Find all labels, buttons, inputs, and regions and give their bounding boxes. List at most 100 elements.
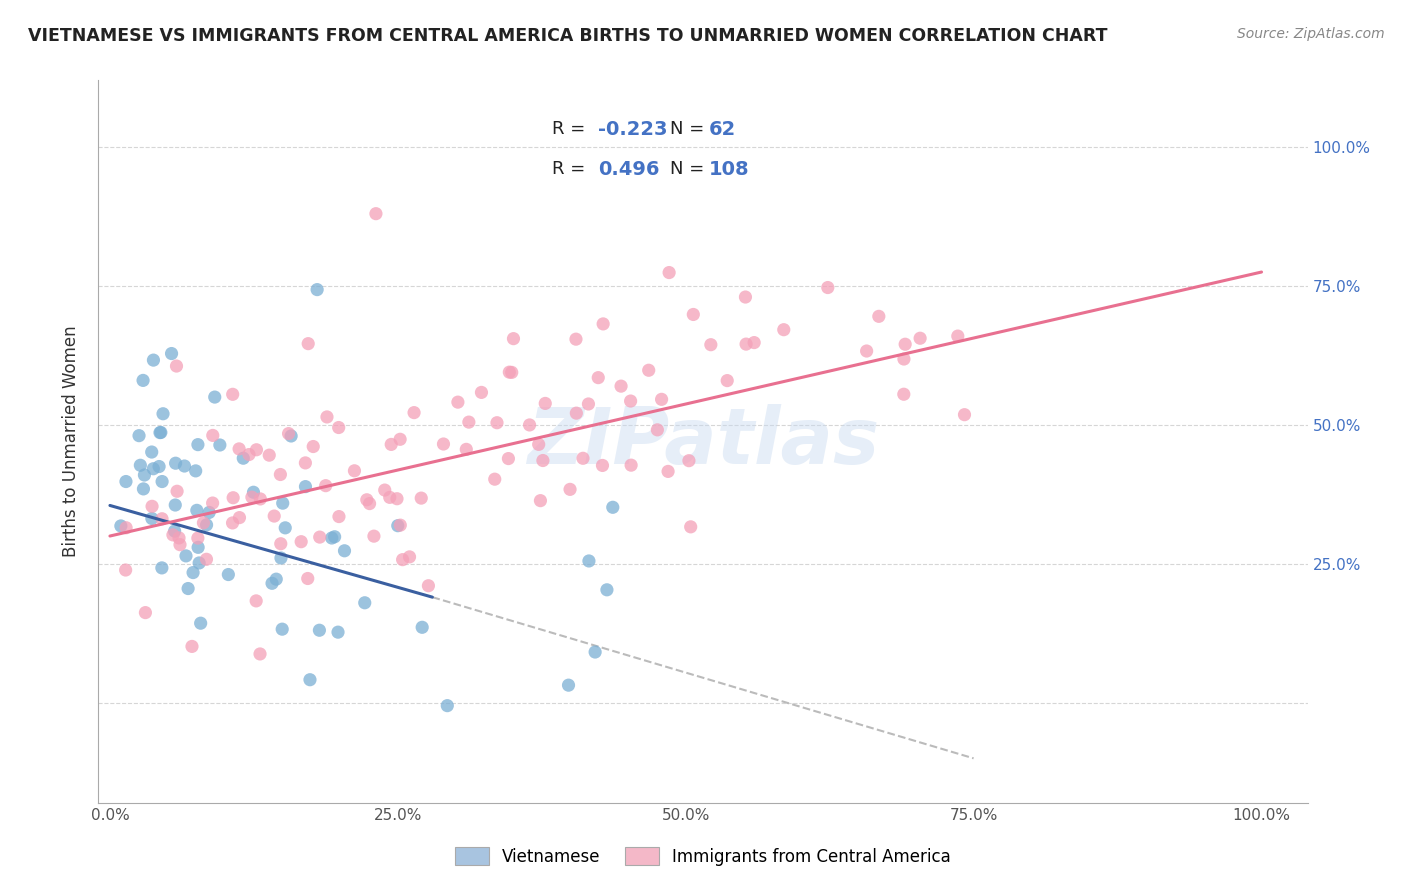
Point: [588, 370, 610, 384]
Point: [174, 549, 197, 563]
Text: 62: 62: [709, 120, 737, 139]
Point: [142, 353, 165, 368]
Point: [163, 524, 186, 538]
Point: [484, 472, 506, 486]
Point: [228, 510, 250, 524]
Point: [307, 283, 329, 297]
Point: [387, 518, 409, 533]
Point: [201, 428, 224, 442]
Legend: Vietnamese, Immigrants from Central America: Vietnamese, Immigrants from Central Amer…: [447, 839, 959, 874]
Point: [115, 475, 138, 489]
Point: [308, 624, 330, 638]
Point: [173, 458, 195, 473]
Point: [238, 448, 260, 462]
Point: [270, 537, 292, 551]
Point: [195, 517, 218, 532]
Point: [583, 645, 606, 659]
Point: [527, 437, 550, 451]
Point: [647, 423, 669, 437]
Point: [637, 363, 659, 377]
Point: [411, 620, 433, 634]
Point: [160, 346, 183, 360]
Point: [391, 552, 413, 566]
Point: [457, 415, 479, 429]
Point: [169, 538, 191, 552]
Point: [186, 503, 208, 517]
Point: [565, 332, 588, 346]
Point: [188, 556, 211, 570]
Y-axis label: Births to Unmarried Women: Births to Unmarried Women: [62, 326, 80, 558]
Point: [162, 528, 184, 542]
Point: [602, 500, 624, 515]
Point: [578, 554, 600, 568]
Point: [245, 442, 267, 457]
Point: [110, 519, 132, 533]
Point: [193, 516, 215, 530]
Point: [855, 344, 877, 359]
Point: [152, 407, 174, 421]
Point: [374, 483, 396, 497]
Point: [953, 408, 976, 422]
Point: [181, 640, 204, 654]
Point: [411, 491, 433, 505]
Point: [620, 394, 643, 409]
Point: [187, 437, 209, 451]
Point: [333, 543, 356, 558]
Point: [817, 280, 839, 294]
Point: [222, 491, 245, 505]
Point: [142, 461, 165, 475]
Point: [389, 518, 412, 533]
Point: [271, 496, 294, 510]
Point: [679, 520, 702, 534]
Text: N =: N =: [671, 120, 710, 138]
Point: [277, 426, 299, 441]
Point: [149, 425, 172, 440]
Point: [470, 385, 492, 400]
Point: [260, 576, 283, 591]
Point: [658, 266, 681, 280]
Point: [240, 490, 263, 504]
Point: [141, 511, 163, 525]
Point: [328, 420, 350, 434]
Point: [290, 534, 312, 549]
Point: [772, 323, 794, 337]
Point: [208, 438, 231, 452]
Point: [181, 566, 204, 580]
Point: [364, 207, 387, 221]
Point: [217, 567, 239, 582]
Point: [353, 596, 375, 610]
Text: ZIPatlas: ZIPatlas: [527, 403, 879, 480]
Point: [195, 552, 218, 566]
Point: [141, 445, 163, 459]
Point: [297, 572, 319, 586]
Text: VIETNAMESE VS IMMIGRANTS FROM CENTRAL AMERICA BIRTHS TO UNMARRIED WOMEN CORRELAT: VIETNAMESE VS IMMIGRANTS FROM CENTRAL AM…: [28, 27, 1108, 45]
Point: [485, 416, 508, 430]
Point: [359, 497, 381, 511]
Point: [742, 335, 765, 350]
Point: [228, 442, 250, 456]
Point: [894, 337, 917, 351]
Point: [128, 428, 150, 442]
Point: [187, 531, 209, 545]
Point: [141, 500, 163, 514]
Point: [221, 516, 243, 530]
Point: [115, 521, 138, 535]
Point: [343, 464, 366, 478]
Point: [150, 512, 173, 526]
Text: N =: N =: [671, 161, 710, 178]
Point: [321, 531, 343, 545]
Point: [502, 332, 524, 346]
Point: [591, 458, 613, 473]
Point: [198, 505, 221, 519]
Point: [298, 673, 321, 687]
Point: [534, 396, 557, 410]
Point: [682, 308, 704, 322]
Point: [167, 531, 190, 545]
Point: [280, 429, 302, 443]
Point: [271, 622, 294, 636]
Point: [946, 329, 969, 343]
Point: [257, 448, 280, 462]
Point: [380, 437, 402, 451]
Point: [356, 492, 378, 507]
Point: [204, 390, 226, 404]
